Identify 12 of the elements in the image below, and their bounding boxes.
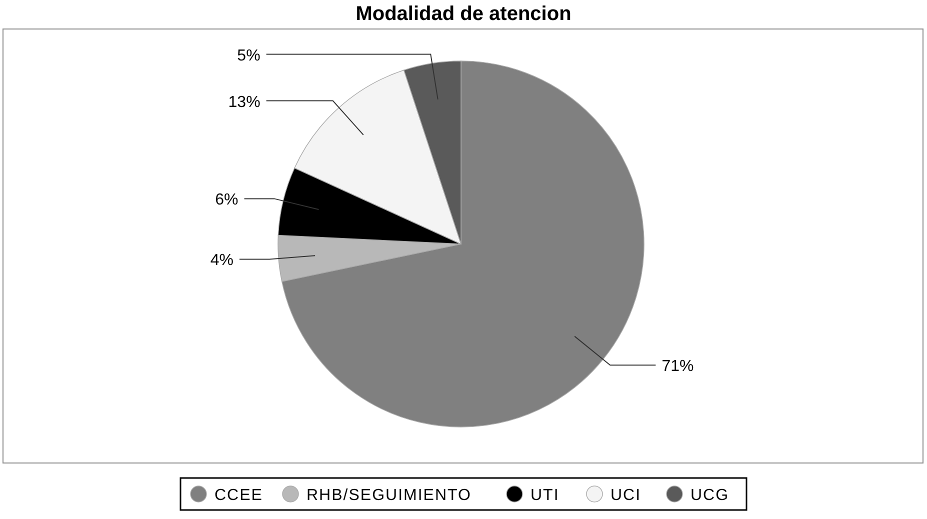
pie-slice [282, 60, 644, 428]
legend-label: UTI [530, 487, 560, 504]
legend-label: UCI [610, 487, 642, 504]
data-label: 6% [215, 192, 238, 209]
chart-title: Modalidad de atencion [356, 3, 572, 25]
data-label: 4% [210, 252, 234, 270]
legend-label: CCEE [214, 487, 263, 504]
data-label: 13% [228, 94, 260, 111]
legend-label: UCG [690, 487, 730, 504]
legend-label: RHB/SEGUIMIENTO [306, 487, 472, 504]
data-label: 5% [237, 47, 260, 64]
data-label: 71% [662, 358, 694, 376]
